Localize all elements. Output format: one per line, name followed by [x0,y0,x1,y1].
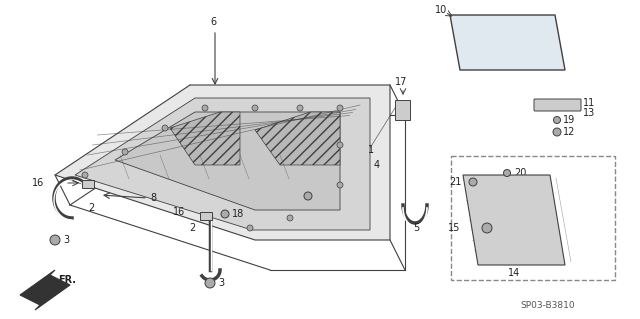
FancyBboxPatch shape [534,99,581,111]
Text: 14: 14 [508,268,520,278]
Text: 16: 16 [173,207,185,217]
Text: 16: 16 [32,178,44,188]
Polygon shape [255,112,340,165]
Circle shape [202,105,208,111]
Text: 3: 3 [218,278,224,288]
Text: 18: 18 [232,209,244,219]
Polygon shape [20,270,70,310]
Text: 3: 3 [63,235,69,245]
Text: SP03-B3810: SP03-B3810 [520,300,575,309]
Circle shape [287,215,293,221]
Circle shape [50,235,60,245]
Text: 13: 13 [583,108,595,118]
Polygon shape [463,175,565,265]
Text: 10: 10 [435,5,447,15]
Circle shape [304,192,312,200]
Circle shape [122,149,128,155]
Text: 12: 12 [563,127,575,137]
Text: FR.: FR. [58,275,76,285]
Circle shape [247,225,253,231]
Polygon shape [170,112,240,165]
Bar [82,180,94,188]
Text: 4: 4 [374,160,380,170]
Polygon shape [55,85,390,240]
Circle shape [205,278,215,288]
Text: 21: 21 [450,177,462,187]
Text: 2: 2 [88,203,94,213]
Circle shape [337,182,343,188]
Text: 7: 7 [205,143,211,153]
Circle shape [162,125,168,131]
Text: 11: 11 [583,98,595,108]
Circle shape [337,105,343,111]
Polygon shape [395,100,410,120]
Circle shape [82,172,88,178]
Circle shape [252,105,258,111]
Circle shape [221,210,229,218]
Circle shape [554,116,561,123]
Text: 17: 17 [395,77,408,87]
Text: 19: 19 [563,115,575,125]
Circle shape [553,128,561,136]
Text: 2: 2 [189,223,196,233]
Text: 20: 20 [514,168,526,178]
Polygon shape [75,98,370,230]
Circle shape [469,178,477,186]
Text: 6: 6 [210,17,216,27]
Circle shape [337,142,343,148]
Circle shape [504,169,511,176]
Text: 1: 1 [368,145,374,155]
Text: 9: 9 [316,191,322,201]
Polygon shape [450,15,565,70]
Circle shape [482,223,492,233]
Text: 5: 5 [413,223,419,233]
Circle shape [297,105,303,111]
Polygon shape [115,112,340,210]
Bar [200,212,212,220]
Text: 15: 15 [447,223,460,233]
Text: 8: 8 [150,193,156,203]
